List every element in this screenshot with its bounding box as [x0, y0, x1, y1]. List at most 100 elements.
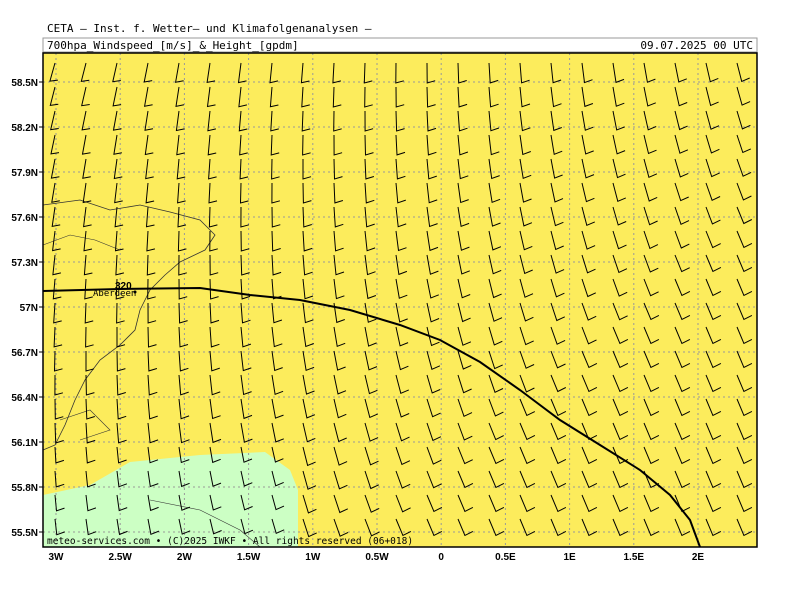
wind-barb — [519, 326, 534, 346]
wind-barb — [81, 110, 91, 131]
wind-barb — [457, 494, 474, 513]
wind-barb — [674, 158, 689, 178]
wind-barb — [114, 182, 123, 204]
wind-barb — [178, 326, 189, 348]
wind-barb — [145, 182, 155, 204]
wind-barb — [519, 182, 532, 203]
wind-barb — [175, 86, 185, 108]
wind-barb — [240, 422, 253, 443]
wind-barb — [238, 110, 248, 132]
wind-barb — [550, 110, 562, 132]
wind-barb — [364, 398, 379, 419]
wind-barb — [457, 182, 469, 204]
low-wind-area — [43, 452, 298, 547]
wind-barb — [581, 350, 598, 369]
wind-barb — [147, 494, 159, 512]
wind-barb — [51, 182, 60, 203]
wind-barb — [207, 134, 217, 156]
wind-barb — [145, 206, 155, 228]
wind-barb — [643, 302, 660, 321]
wind-barb — [333, 254, 345, 276]
wind-barb — [209, 494, 222, 511]
wind-barb — [178, 446, 190, 464]
wind-barbs — [49, 62, 753, 538]
wind-barb — [581, 518, 598, 537]
wind-barb — [147, 518, 160, 535]
wind-barb — [705, 446, 722, 465]
wind-barb — [612, 398, 629, 417]
wind-barb — [426, 110, 437, 132]
wind-barb — [457, 518, 474, 537]
wind-barb — [177, 230, 187, 252]
wind-barb — [84, 278, 93, 300]
wind-barb — [209, 326, 220, 348]
wind-barb — [240, 398, 253, 420]
wind-barb — [395, 350, 409, 371]
wind-barb — [50, 134, 60, 155]
wind-barb — [519, 494, 536, 513]
lat-label: 57.9N — [11, 168, 38, 179]
lon-label: 0 — [438, 552, 444, 563]
wind-barb — [736, 182, 752, 201]
wind-barb — [271, 326, 283, 348]
lon-label: 1E — [563, 552, 576, 563]
wind-barb — [426, 326, 440, 347]
wind-barb — [643, 278, 659, 297]
wind-barb — [302, 446, 316, 467]
wind-barb — [240, 278, 251, 300]
wind-barb — [581, 494, 598, 513]
wind-barb — [457, 62, 467, 84]
wind-barb — [364, 278, 377, 300]
wind-barb — [333, 182, 344, 204]
wind-barb — [332, 62, 342, 84]
wind-barb — [736, 230, 753, 249]
wind-barb — [271, 158, 280, 180]
wind-barb — [550, 398, 567, 417]
wind-barb — [302, 159, 312, 180]
wind-barb — [519, 446, 536, 465]
wind-barb — [209, 470, 222, 487]
wind-barb — [83, 254, 93, 276]
wind-barb — [240, 302, 251, 324]
wind-barb — [426, 158, 437, 180]
lat-label: 57N — [20, 303, 38, 314]
wind-barb — [488, 206, 501, 227]
wind-barb — [457, 158, 469, 180]
border-line — [42, 234, 261, 548]
wind-barb — [736, 518, 753, 537]
wind-barb — [116, 350, 126, 372]
wind-barb — [364, 230, 376, 252]
wind-barb — [550, 86, 562, 108]
wind-barb — [581, 206, 595, 226]
wind-barb — [674, 62, 687, 83]
wind-barb — [550, 470, 567, 489]
wind-barb — [674, 422, 691, 441]
wind-barb — [178, 278, 188, 300]
wind-barb — [519, 110, 531, 132]
lat-label: 55.8N — [11, 483, 38, 494]
wind-barb — [581, 182, 595, 203]
wind-barb — [488, 374, 504, 393]
wind-barb — [550, 374, 567, 393]
wind-barb — [177, 182, 186, 204]
header-box — [42, 37, 758, 53]
wind-barb — [178, 470, 190, 488]
wind-barb — [147, 302, 157, 324]
wind-barb — [705, 230, 721, 249]
wind-barb — [82, 182, 92, 204]
wind-barb — [705, 494, 722, 513]
wind-barb — [116, 327, 126, 348]
wind-barb — [144, 134, 154, 156]
wind-barb — [83, 230, 93, 252]
wind-barb — [395, 494, 411, 513]
wind-barb — [112, 110, 122, 131]
wind-barb — [705, 110, 720, 130]
wind-barb — [705, 350, 722, 369]
wind-barb — [116, 518, 128, 536]
wind-barb — [457, 110, 468, 132]
wind-barb — [488, 518, 505, 537]
wind-barb — [147, 326, 157, 348]
lon-label: 0.5W — [365, 552, 389, 563]
wind-barb — [85, 494, 97, 512]
wind-barb — [736, 86, 751, 106]
